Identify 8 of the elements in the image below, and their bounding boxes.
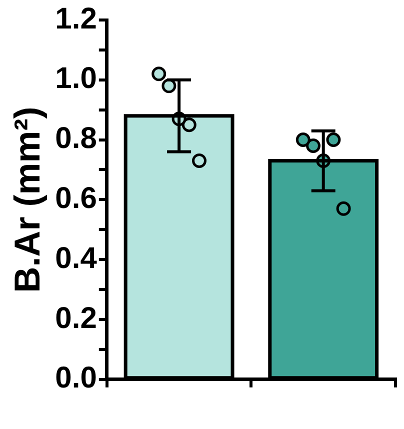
y-tick-label: 0.8 [55,122,97,156]
y-axis-title: B.Ar (mm²) [6,106,48,293]
y-tick-label: 0.2 [55,302,97,335]
y-tick-label: 0.0 [55,362,97,395]
y-tick-label: 1.0 [55,62,97,96]
y-tick-label: 1.2 [55,2,97,36]
y-tick-label: 0.4 [55,242,98,275]
y-tick-label: 0.6 [55,182,97,215]
